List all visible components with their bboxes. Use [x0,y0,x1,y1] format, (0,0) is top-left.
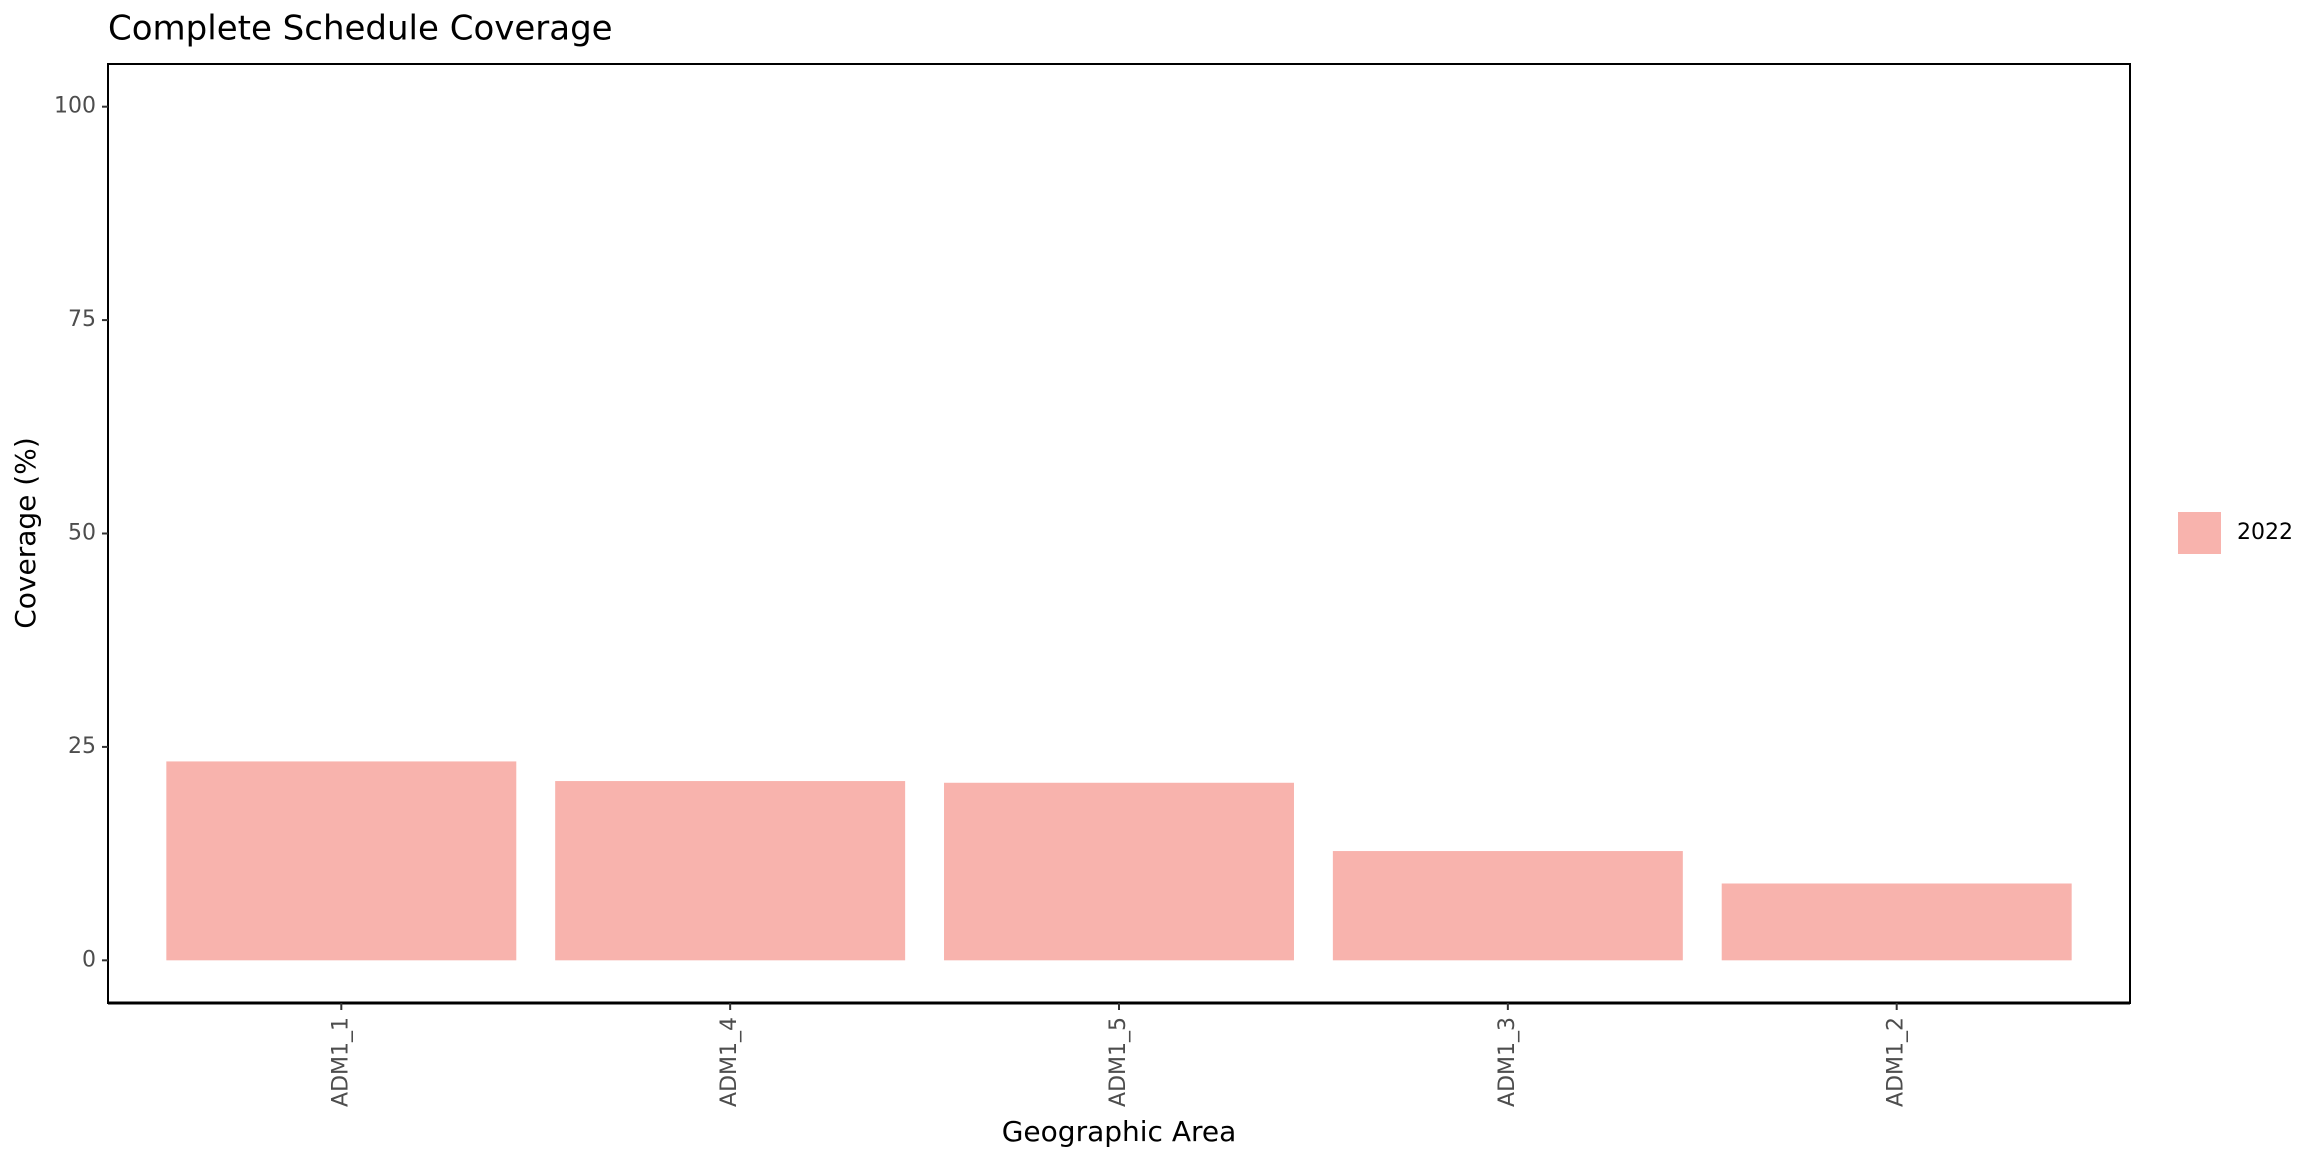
bar [555,781,906,961]
x-tick-label: ADM1_3 [1495,1017,1520,1107]
bar [1332,851,1683,961]
x-axis-title: Geographic Area [1002,1115,1237,1148]
y-tick-label: 50 [68,521,96,546]
legend-label: 2022 [2237,520,2293,545]
bar [944,782,1294,961]
x-tick-label: ADM1_5 [1106,1017,1131,1107]
y-tick-label: 0 [82,947,96,972]
x-tick-label: ADM1_4 [717,1017,742,1107]
x-tick-label: ADM1_2 [1884,1017,1909,1107]
y-axis-title: Coverage (%) [9,437,42,629]
x-tick-label: ADM1_1 [328,1017,353,1107]
bar [166,761,517,961]
chart-title: Complete Schedule Coverage [108,9,613,49]
legend-key [2178,512,2221,554]
y-tick-label: 100 [54,94,96,119]
y-tick-label: 75 [68,307,96,332]
y-tick-label: 25 [68,734,96,759]
bar [1721,883,2072,961]
